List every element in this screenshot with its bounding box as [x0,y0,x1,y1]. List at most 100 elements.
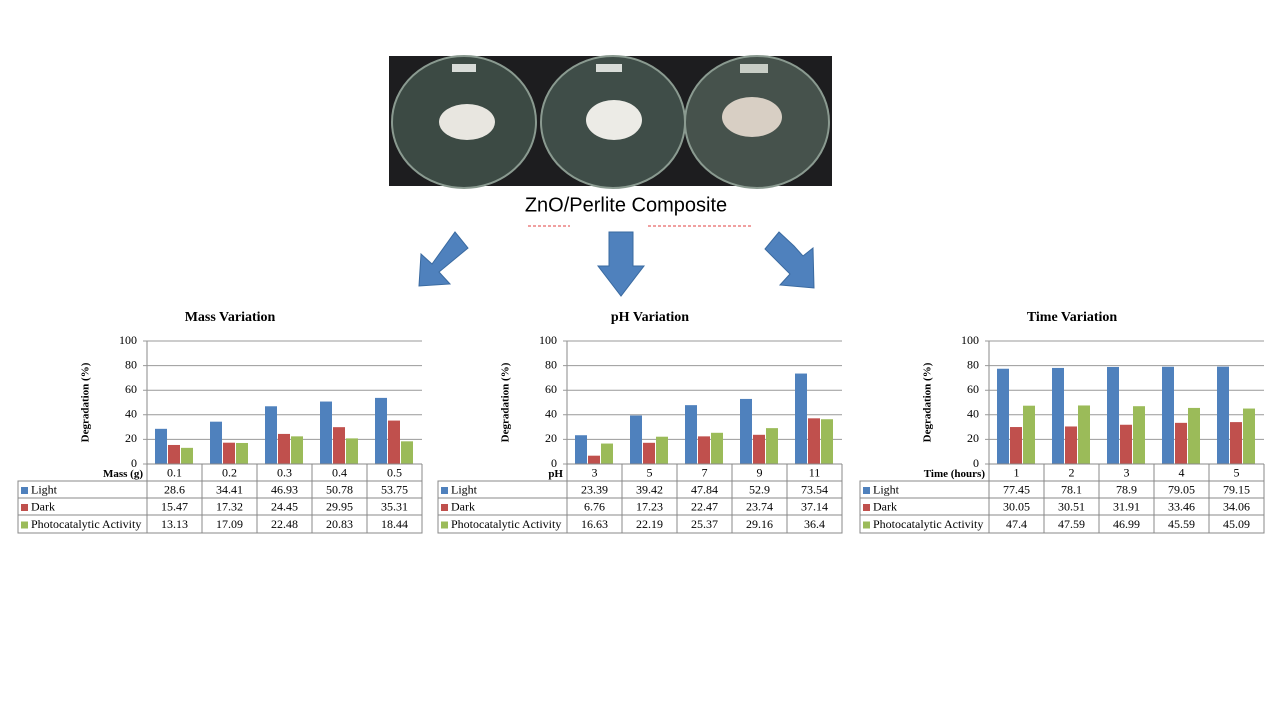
bar [291,436,303,464]
y-tick-label: 100 [119,333,137,347]
x-axis-label: pH [548,468,563,480]
legend-label: Photocatalytic Activity [31,517,141,531]
y-tick-label: 80 [967,357,979,371]
legend-label: Photocatalytic Activity [873,517,983,531]
table-value: 45.59 [1168,517,1195,531]
y-axis-label: Degradation (%) [500,362,512,442]
table-value: 79.05 [1168,482,1195,496]
y-tick-label: 20 [125,431,137,445]
x-tick-label: 7 [702,465,708,479]
table-value: 17.23 [636,499,663,513]
legend-key [441,504,448,511]
bar [997,368,1009,464]
table-value: 77.45 [1003,482,1030,496]
bar [1217,366,1229,464]
y-tick-label: 40 [545,407,557,421]
bar [588,455,600,464]
table-value: 31.91 [1113,499,1140,513]
legend-label: Light [31,482,58,496]
bar [1243,408,1255,464]
x-tick-label: 3 [1124,465,1130,479]
table-value: 35.31 [381,499,408,513]
legend-key [21,504,28,511]
bar [181,447,193,464]
bar [1188,407,1200,464]
bar [711,432,723,464]
table-value: 50.78 [326,482,353,496]
table-value: 46.99 [1113,517,1140,531]
x-tick-label: 1 [1014,465,1020,479]
bar [320,401,332,464]
bar [265,406,277,464]
bar [766,428,778,464]
bar [1023,405,1035,464]
y-tick-label: 0 [551,456,557,470]
x-tick-label: 0.3 [277,465,292,479]
table-value: 29.16 [746,517,773,531]
legend-label: Dark [31,499,55,513]
y-tick-label: 60 [967,382,979,396]
legend-key [863,504,870,511]
table-value: 15.47 [161,499,188,513]
chart-title: pH Variation [611,310,689,325]
x-tick-label: 2 [1069,465,1075,479]
bar [685,405,697,464]
bar [223,442,235,464]
legend-key [863,487,870,494]
bar [808,418,820,464]
x-tick-label: 0.5 [387,465,402,479]
x-axis-label: Time (hours) [924,468,986,480]
arrows [418,231,815,297]
x-tick-label: 9 [757,465,763,479]
table-value: 78.9 [1116,482,1137,496]
table-value: 37.14 [801,499,828,513]
bar [630,415,642,464]
y-axis-label: Degradation (%) [80,362,92,442]
table-value: 16.63 [581,517,608,531]
bar [1010,427,1022,464]
x-tick-label: 5 [647,465,653,479]
table-value: 23.39 [581,482,608,496]
legend-label: Light [451,482,478,496]
bar [656,436,668,464]
table-value: 23.74 [746,499,773,513]
bar [1175,422,1187,464]
table-value: 36.4 [804,517,825,531]
chart-title: Time Variation [1027,310,1118,325]
bar [236,442,248,464]
bar [1078,405,1090,464]
y-axis-label: Degradation (%) [922,362,934,442]
photo [389,55,832,189]
bar [1230,422,1242,464]
table-value: 47.84 [691,482,718,496]
table-value: 30.51 [1058,499,1085,513]
table-value: 30.05 [1003,499,1030,513]
bar [333,427,345,464]
chart-title: Mass Variation [185,310,276,325]
bar [643,442,655,464]
table-value: 33.46 [1168,499,1195,513]
legend-label: Photocatalytic Activity [451,517,561,531]
y-tick-label: 80 [125,357,137,371]
legend-label: Dark [873,499,897,513]
bar [601,443,613,464]
y-tick-label: 40 [967,407,979,421]
table-value: 17.09 [216,517,243,531]
table-value: 6.76 [584,499,605,513]
bar [155,428,167,464]
bar [375,397,387,464]
bar [575,435,587,464]
legend-key [441,521,448,529]
table-value: 24.45 [271,499,298,513]
table-value: 22.47 [691,499,718,513]
y-tick-label: 0 [131,456,137,470]
y-tick-label: 40 [125,407,137,421]
bar [740,398,752,464]
legend-key [21,487,28,494]
table-value: 46.93 [271,482,298,496]
table-value: 29.95 [326,499,353,513]
x-tick-label: 11 [809,465,821,479]
table-value: 25.37 [691,517,718,531]
x-tick-label: 0.2 [222,465,237,479]
